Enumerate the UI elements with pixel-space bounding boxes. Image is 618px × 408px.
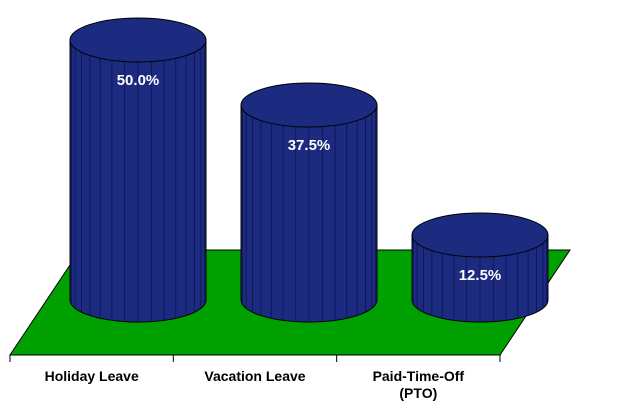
value-label: 50.0%	[117, 72, 160, 89]
value-label: 37.5%	[288, 137, 331, 154]
x-tick-label: Vacation Leave	[204, 368, 306, 384]
cylinder	[411, 212, 549, 323]
value-label: 12.5%	[459, 267, 502, 284]
x-tick-label: Holiday Leave	[44, 368, 139, 384]
x-tick-label: Paid-Time-Off (PTO)	[372, 368, 465, 401]
cylinder	[240, 82, 378, 323]
cylinder-top	[240, 82, 378, 128]
cylinder-top	[411, 212, 549, 258]
cylinder-top	[69, 17, 207, 63]
cylinder	[69, 17, 207, 323]
